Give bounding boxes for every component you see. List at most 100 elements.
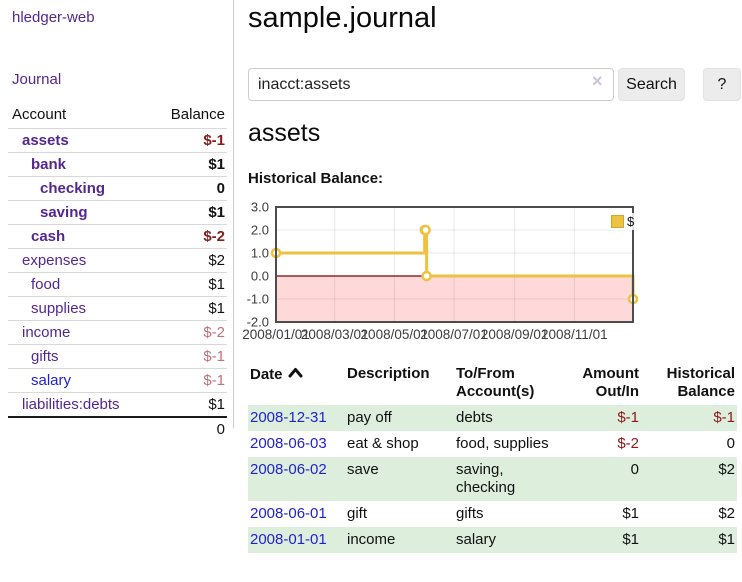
svg-text:2008/09/01: 2008/09/01 bbox=[481, 327, 549, 342]
transaction-balance: $-1 bbox=[713, 409, 735, 426]
accounts-table: Account Balance assets $-1 bank $1 checkin… bbox=[8, 102, 227, 441]
account-link-supplies[interactable]: supplies bbox=[31, 300, 87, 317]
account-link-cash[interactable]: cash bbox=[31, 228, 66, 245]
register-header-date[interactable]: Date bbox=[248, 361, 345, 405]
account-balance: 0 bbox=[140, 176, 227, 201]
register-header-balance: Historical Balance bbox=[666, 365, 735, 400]
account-row: bank $1 bbox=[8, 152, 227, 177]
transaction-accounts: food, supplies bbox=[456, 435, 549, 452]
main-content: sample.journal × Search ? assets Histori… bbox=[240, 0, 742, 582]
page-title: sample.journal bbox=[248, 2, 437, 34]
clear-search-icon[interactable]: × bbox=[592, 71, 603, 91]
account-row: expenses $2 bbox=[8, 248, 227, 273]
svg-text:2008/07/01: 2008/07/01 bbox=[420, 327, 488, 342]
transaction-amount: 0 bbox=[630, 461, 639, 478]
account-link-food[interactable]: food bbox=[31, 276, 61, 293]
historical-balance-chart: 3.0 2.0 1.0 0.0 -1.0 -2.0 2008/01/01 2008/03/01… bbox=[240, 200, 700, 348]
account-row: assets $-1 bbox=[8, 128, 227, 153]
transaction-accounts: debts bbox=[456, 409, 493, 426]
transaction-description: save bbox=[347, 461, 379, 478]
account-row: cash $-2 bbox=[8, 224, 227, 249]
sort-ascending-icon bbox=[288, 365, 303, 383]
transaction-balance: 0 bbox=[726, 435, 735, 452]
transaction-date-link[interactable]: 2008-06-03 bbox=[250, 435, 327, 452]
account-balance: $1 bbox=[140, 272, 227, 297]
account-link-gifts[interactable]: gifts bbox=[31, 348, 59, 365]
svg-text:2008/11/01: 2008/11/01 bbox=[541, 327, 608, 342]
transaction-accounts: saving, checking bbox=[456, 461, 516, 496]
account-page-title: assets bbox=[248, 119, 321, 147]
transaction-description: income bbox=[347, 531, 396, 548]
account-link-checking[interactable]: checking bbox=[40, 180, 106, 197]
transaction-accounts: gifts bbox=[456, 505, 484, 522]
svg-text:2008/01/01: 2008/01/01 bbox=[242, 327, 310, 342]
account-row: saving $1 bbox=[8, 200, 227, 225]
transaction-date-link[interactable]: 2008-01-01 bbox=[250, 531, 327, 548]
svg-text:1.0: 1.0 bbox=[251, 246, 269, 261]
transaction-date-link[interactable]: 2008-06-01 bbox=[250, 505, 327, 522]
legend-label: $ bbox=[627, 214, 635, 229]
transaction-description: gift bbox=[347, 505, 368, 522]
account-link-saving[interactable]: saving bbox=[40, 204, 88, 221]
transaction-description: eat & shop bbox=[347, 435, 419, 452]
svg-text:2.0: 2.0 bbox=[251, 223, 269, 238]
account-link-liabilities-debts[interactable]: liabilities:debts bbox=[22, 396, 120, 413]
account-link-income[interactable]: income bbox=[22, 324, 71, 341]
chart-legend: $ bbox=[609, 213, 637, 230]
accounts-total-value: 0 bbox=[140, 416, 227, 441]
transaction-amount: $-2 bbox=[617, 435, 639, 452]
svg-text:0.0: 0.0 bbox=[251, 269, 269, 284]
register-row: 2008-06-02 save saving, checking 0 $2 bbox=[248, 457, 737, 501]
sidebar-item-journal[interactable]: Journal bbox=[12, 71, 62, 88]
register-header-description: Description bbox=[347, 365, 430, 382]
account-row: checking 0 bbox=[8, 176, 227, 201]
account-row: income $-2 bbox=[8, 320, 227, 345]
account-balance: $-1 bbox=[140, 368, 227, 393]
svg-text:2008/03/01: 2008/03/01 bbox=[301, 327, 369, 342]
account-balance: $1 bbox=[140, 152, 227, 177]
search-button[interactable]: Search bbox=[618, 68, 685, 101]
register-row: 2008-06-03 eat & shop food, supplies $-2… bbox=[248, 431, 737, 457]
transaction-date-link[interactable]: 2008-06-02 bbox=[250, 461, 327, 478]
register-table: Date Description To/From Account(s) Amou… bbox=[248, 361, 737, 553]
register-row: 2008-12-31 pay off debts $-1 $-1 bbox=[248, 405, 737, 431]
account-row: gifts $-1 bbox=[8, 344, 227, 369]
register-header-accounts: To/From Account(s) bbox=[456, 365, 535, 400]
account-link-bank[interactable]: bank bbox=[31, 156, 67, 173]
transaction-date-link[interactable]: 2008-12-31 bbox=[250, 409, 327, 426]
transaction-amount: $1 bbox=[622, 505, 639, 522]
transaction-description: pay off bbox=[347, 409, 392, 426]
account-row: supplies $1 bbox=[8, 296, 227, 321]
register-row: 2008-06-01 gift gifts $1 $2 bbox=[248, 501, 737, 527]
account-balance: $1 bbox=[140, 392, 227, 417]
svg-text:-2.0: -2.0 bbox=[247, 315, 269, 330]
register-header-amount: Amount Out/In bbox=[582, 365, 639, 400]
account-balance: $-2 bbox=[140, 224, 227, 249]
account-balance: $2 bbox=[140, 248, 227, 273]
account-link-expenses[interactable]: expenses bbox=[22, 252, 87, 269]
account-balance: $-1 bbox=[140, 128, 227, 153]
svg-text:3.0: 3.0 bbox=[251, 200, 269, 215]
search-input[interactable] bbox=[248, 68, 614, 101]
accounts-header-account: Account bbox=[12, 106, 67, 123]
transaction-amount: $-1 bbox=[617, 409, 639, 426]
svg-text:-1.0: -1.0 bbox=[247, 292, 269, 307]
account-link-assets[interactable]: assets bbox=[22, 132, 69, 149]
account-row: salary $-1 bbox=[8, 368, 227, 393]
accounts-total-row: 0 bbox=[8, 416, 227, 441]
legend-swatch-icon bbox=[611, 215, 624, 228]
svg-text:2008/05/01: 2008/05/01 bbox=[361, 327, 429, 342]
accounts-header-balance: Balance bbox=[170, 106, 225, 123]
sidebar-divider bbox=[233, 0, 234, 428]
account-balance: $1 bbox=[140, 296, 227, 321]
transaction-accounts: salary bbox=[456, 531, 497, 548]
app-title-link[interactable]: hledger-web bbox=[12, 9, 95, 26]
transaction-balance: $2 bbox=[718, 461, 735, 478]
account-row: liabilities:debts $1 bbox=[8, 392, 227, 417]
account-link-salary[interactable]: salary bbox=[31, 372, 72, 389]
account-balance: $1 bbox=[140, 200, 227, 225]
transaction-amount: $1 bbox=[622, 531, 639, 548]
transaction-balance: $1 bbox=[718, 531, 735, 548]
help-button[interactable]: ? bbox=[703, 68, 741, 101]
